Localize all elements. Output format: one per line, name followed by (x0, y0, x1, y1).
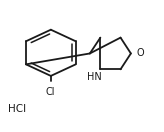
Text: Cl: Cl (45, 87, 55, 97)
Text: HN: HN (87, 72, 102, 82)
Text: HCl: HCl (8, 104, 26, 114)
Text: O: O (137, 48, 144, 58)
